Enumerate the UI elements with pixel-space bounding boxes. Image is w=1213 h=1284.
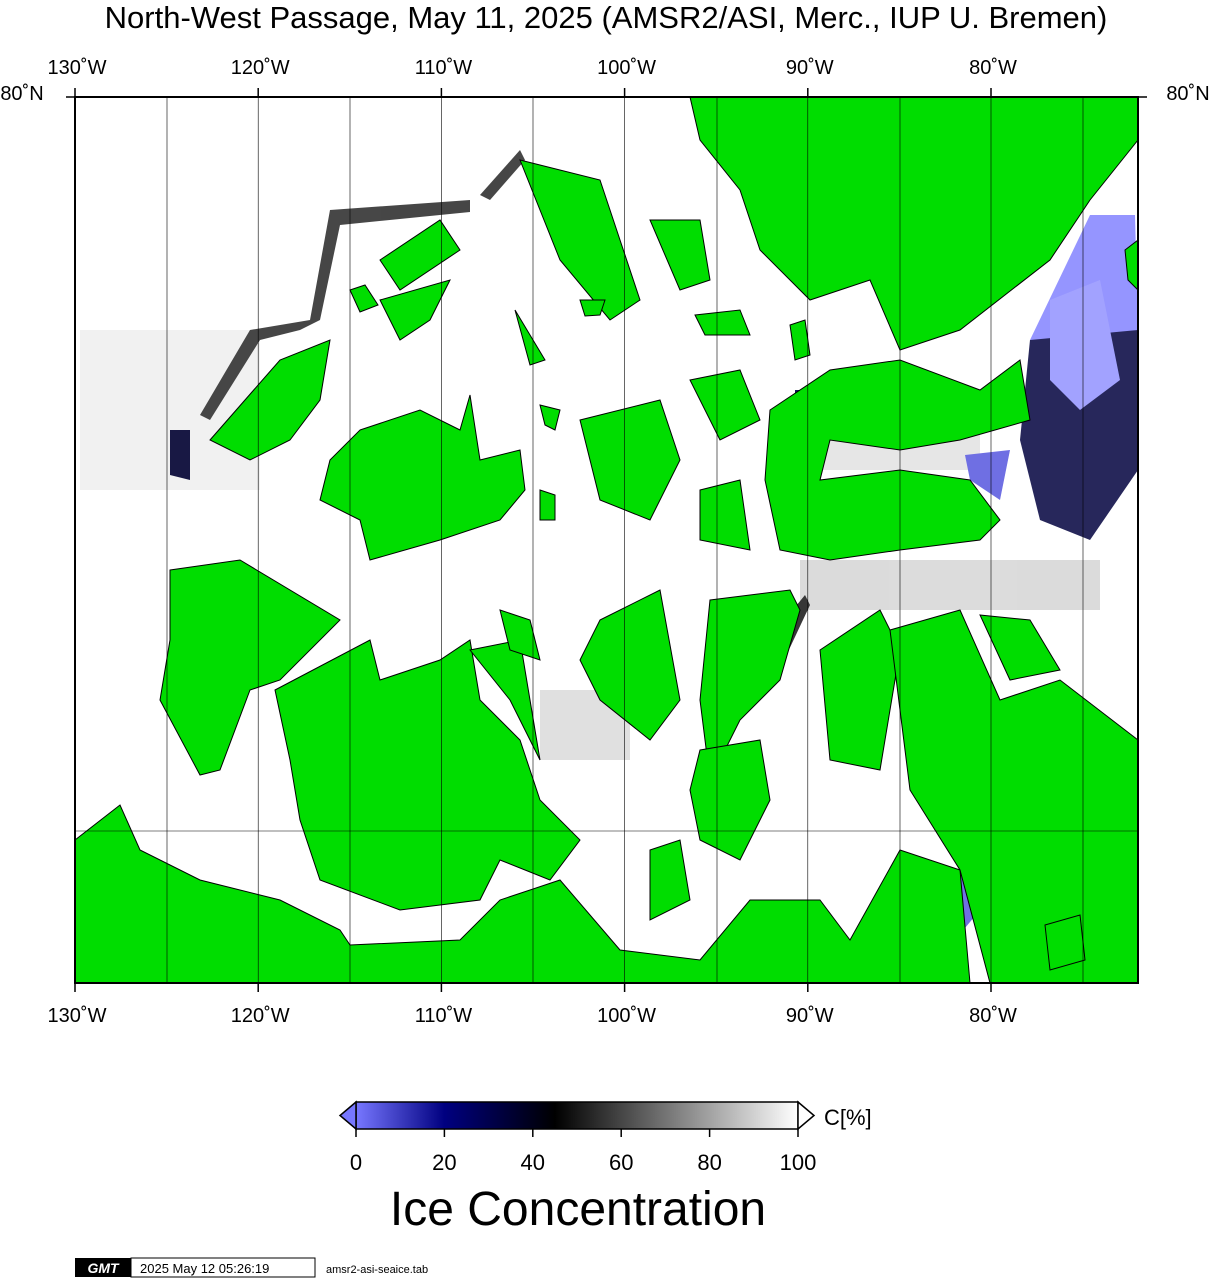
lon-label-top: 130˚W (48, 57, 107, 79)
timestamp-box (130, 1257, 316, 1278)
colorbar-tick-label: 100 (780, 1150, 817, 1175)
gmt-logo-text: GMT (87, 1260, 120, 1276)
source-file: amsr2-asi-seaice.tab (326, 1264, 428, 1276)
colorbar-unit: C[%] (824, 1105, 872, 1130)
lon-label-top: 110˚W (415, 57, 473, 79)
lat-label-right: 80˚N (1166, 83, 1209, 105)
lon-label-bottom: 100˚W (597, 1005, 656, 1027)
colorbar-tick-label: 80 (697, 1150, 721, 1175)
timestamp: 2025 May 12 05:26:19 (140, 1261, 269, 1276)
lon-label-bottom: 80˚W (969, 1005, 1017, 1027)
colorbar-tick-label: 0 (350, 1150, 362, 1175)
lon-label-top: 120˚W (231, 57, 290, 79)
colorbar-tick-label: 40 (521, 1150, 545, 1175)
lon-label-top: 100˚W (597, 57, 656, 79)
graticule (75, 97, 1138, 983)
map-area (74, 96, 1139, 984)
colorbar-label: Ice Concentration (390, 1183, 766, 1236)
colorbar-tick-label: 20 (432, 1150, 456, 1175)
colorbar-high-arrow (797, 1100, 816, 1131)
lon-label-bottom: 130˚W (48, 1005, 107, 1027)
title: North-West Passage, May 11, 2025 (AMSR2/… (105, 0, 1108, 35)
lon-label-bottom: 90˚W (786, 1005, 834, 1027)
land (74, 96, 1139, 984)
lon-label-bottom: 110˚W (415, 1005, 473, 1027)
gmt-logo (75, 1258, 131, 1277)
lon-label-top: 90˚W (786, 57, 834, 79)
colorbar-tick-label: 60 (609, 1150, 633, 1175)
lat-label-left: 80˚N (0, 83, 43, 105)
lon-label-bottom: 120˚W (231, 1005, 290, 1027)
colorbar (355, 1101, 799, 1130)
lon-label-top: 80˚W (969, 57, 1017, 79)
colorbar-low-arrow (338, 1100, 357, 1131)
